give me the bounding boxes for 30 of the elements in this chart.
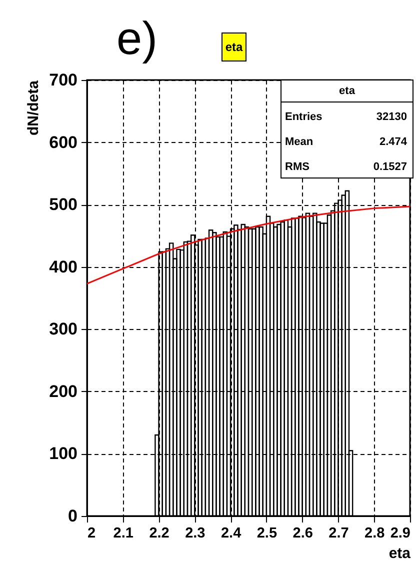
- y-tick-label: 100: [49, 444, 78, 464]
- y-tick-label: 500: [49, 195, 78, 214]
- annotation: eta: [339, 85, 356, 97]
- x-tick-label: 2.2: [149, 526, 170, 542]
- annotation: RMS: [285, 161, 310, 173]
- annotation: 2.474: [379, 136, 408, 148]
- x-tick-label: 2.5: [256, 526, 278, 542]
- y-tick-label: 700: [49, 70, 78, 90]
- annotation: Entries: [285, 111, 322, 123]
- annotation: 32130: [376, 111, 407, 123]
- x-tick-label: 2.8: [364, 526, 385, 542]
- y-axis-title: dN/deta: [25, 80, 42, 136]
- x-tick-label: 2.4: [220, 526, 242, 542]
- x-tick-label: 2.3: [185, 526, 206, 542]
- y-tick-label: 200: [49, 382, 78, 401]
- x-tick-label: 2.6: [292, 526, 313, 542]
- x-tick-label: 2.1: [113, 526, 134, 542]
- x-tick-label: 2.9: [390, 526, 410, 542]
- chart-title: eta: [225, 40, 243, 54]
- y-tick-label: 300: [49, 320, 78, 339]
- x-axis-title: eta: [388, 545, 412, 562]
- annotation: 0.1527: [373, 161, 407, 173]
- y-tick-label: 600: [49, 132, 78, 152]
- annotation: Mean: [285, 136, 314, 148]
- y-tick-label: 0: [68, 506, 78, 526]
- x-tick-label: 2: [88, 526, 96, 542]
- line-series: [87, 206, 410, 284]
- text: e): [116, 12, 158, 64]
- y-tick-label: 400: [49, 257, 78, 276]
- x-tick-label: 2.7: [328, 526, 349, 542]
